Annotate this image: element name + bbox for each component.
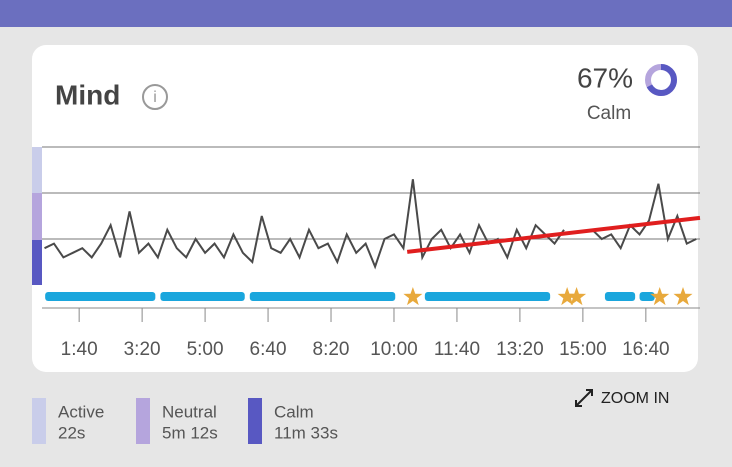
svg-text:i: i (153, 89, 157, 106)
score-caption: Calm (587, 103, 631, 124)
legend-name: Calm (274, 402, 314, 421)
card (32, 45, 698, 372)
star (557, 287, 577, 306)
legend-duration: 5m 12s (162, 423, 218, 442)
legend-name: Active (58, 402, 104, 421)
donut-calm (645, 64, 677, 96)
x-tick-label: 8:20 (313, 339, 350, 360)
star (567, 287, 587, 306)
x-tick-label: 11:40 (434, 339, 480, 360)
zone-calm (32, 240, 42, 285)
zoom-label: ZOOM IN (601, 390, 669, 407)
star (403, 287, 423, 306)
legend-swatch (32, 398, 46, 444)
x-tick-label: 5:00 (187, 339, 224, 360)
legend-duration: 11m 33s (274, 423, 338, 442)
star (673, 287, 693, 306)
x-tick-label: 3:20 (124, 339, 161, 360)
legend-name: Neutral (162, 402, 217, 421)
legend-swatch (136, 398, 150, 444)
score: 67% (577, 62, 633, 93)
bird-run (160, 292, 245, 301)
bird-run (639, 292, 655, 301)
zone-active (32, 147, 42, 193)
x-tick-label: 10:00 (370, 339, 418, 360)
trend-line (406, 215, 701, 254)
legend-duration: 22s (58, 423, 85, 442)
top-bar (0, 0, 732, 27)
x-tick-label: 1:40 (61, 339, 98, 360)
x-tick-label: 16:40 (622, 339, 670, 360)
bird-run (604, 292, 636, 301)
bird-run (424, 292, 551, 301)
bird-run (45, 292, 156, 301)
legend-swatch (248, 398, 262, 444)
bird-run (249, 292, 396, 301)
info-icon[interactable]: i (142, 84, 168, 110)
zoom-button[interactable]: ZOOM IN (575, 389, 669, 407)
zone-neutral (32, 193, 42, 240)
x-tick-label: 6:40 (250, 339, 287, 360)
title: Mind (55, 79, 120, 110)
star (650, 287, 670, 306)
x-tick-label: 13:20 (496, 339, 544, 360)
x-tick-label: 15:00 (559, 339, 607, 360)
